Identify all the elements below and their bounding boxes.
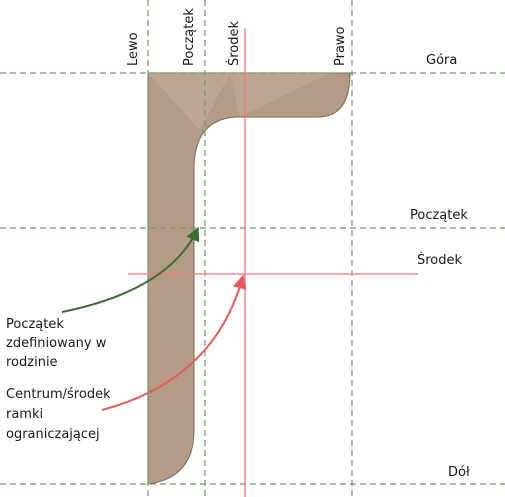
- label-bottom: Dół: [448, 465, 470, 480]
- annotation-family-origin: Początek zdefiniowany w rodzinie: [6, 317, 111, 370]
- label-center-horizontal: Środek: [417, 252, 463, 268]
- label-top: Góra: [426, 53, 457, 68]
- profile-shading: [148, 73, 330, 130]
- label-start-horizontal: Początek: [410, 208, 468, 223]
- arrow-bbox-center: [101, 274, 247, 411]
- label-left: Lewo: [126, 32, 141, 66]
- arrow-family-origin: [61, 226, 200, 313]
- profile-shape: [147, 72, 351, 485]
- label-right: Prawo: [333, 26, 348, 66]
- label-center-vertical: Środek: [226, 20, 242, 66]
- annotation-bbox-center: Centrum/środek ramki ograniczającej: [6, 387, 115, 442]
- label-start-vertical: Początek: [182, 8, 197, 66]
